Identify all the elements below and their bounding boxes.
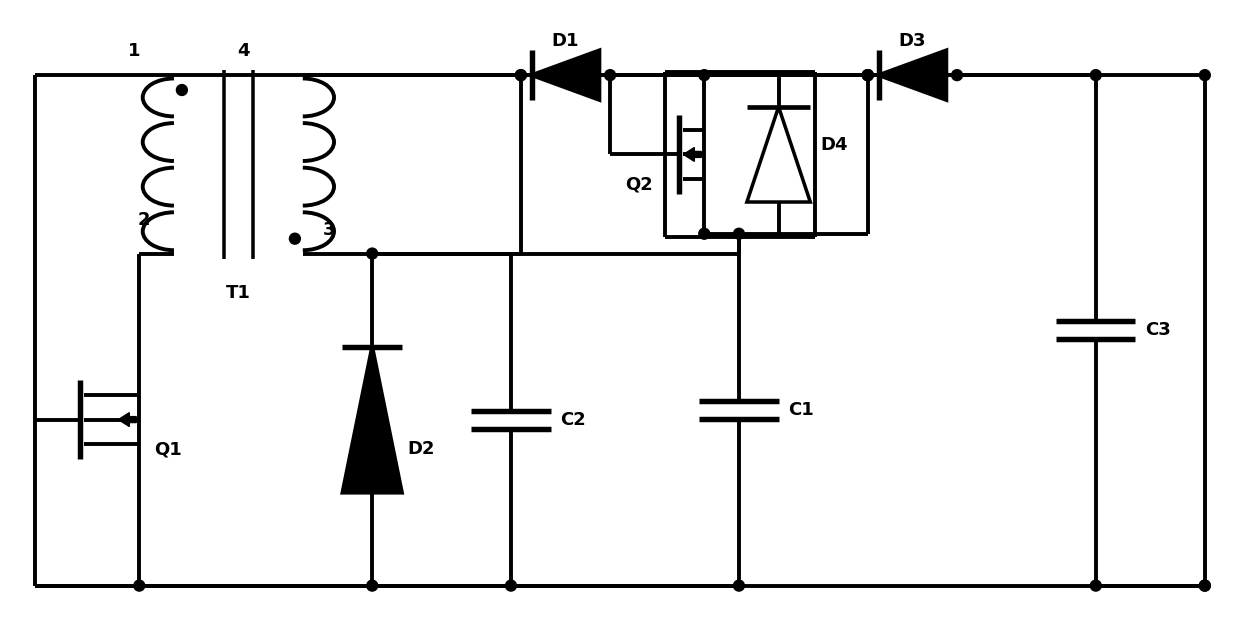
- Circle shape: [1090, 580, 1101, 591]
- Text: Q2: Q2: [625, 175, 652, 193]
- Circle shape: [862, 70, 873, 80]
- Circle shape: [367, 580, 378, 591]
- Circle shape: [605, 70, 615, 80]
- Circle shape: [699, 229, 709, 239]
- Text: 4: 4: [237, 42, 249, 60]
- Circle shape: [862, 70, 873, 80]
- FancyArrow shape: [119, 413, 136, 427]
- Circle shape: [951, 70, 962, 80]
- Text: 3: 3: [322, 221, 335, 239]
- Text: T1: T1: [226, 284, 250, 302]
- Circle shape: [734, 580, 744, 591]
- Circle shape: [699, 70, 709, 80]
- Circle shape: [516, 70, 526, 80]
- Circle shape: [862, 70, 873, 80]
- Text: D4: D4: [820, 135, 848, 154]
- Text: C1: C1: [789, 401, 815, 418]
- Text: Q1: Q1: [154, 441, 182, 458]
- Circle shape: [1199, 580, 1210, 591]
- Circle shape: [367, 248, 378, 259]
- FancyArrow shape: [683, 147, 702, 161]
- Circle shape: [734, 229, 744, 239]
- Text: D3: D3: [899, 32, 926, 51]
- Circle shape: [506, 580, 516, 591]
- Text: C3: C3: [1146, 322, 1171, 339]
- Text: C2: C2: [560, 411, 587, 429]
- Circle shape: [1199, 70, 1210, 80]
- Text: D2: D2: [407, 441, 434, 458]
- Polygon shape: [342, 346, 402, 492]
- Text: 1: 1: [128, 42, 140, 60]
- Circle shape: [1090, 70, 1101, 80]
- Text: 2: 2: [138, 211, 150, 229]
- Circle shape: [516, 70, 526, 80]
- Text: D1: D1: [552, 32, 579, 51]
- Circle shape: [176, 85, 187, 96]
- Circle shape: [289, 233, 300, 244]
- Circle shape: [1199, 580, 1210, 591]
- Polygon shape: [532, 51, 599, 100]
- Circle shape: [134, 580, 145, 591]
- Polygon shape: [878, 51, 946, 100]
